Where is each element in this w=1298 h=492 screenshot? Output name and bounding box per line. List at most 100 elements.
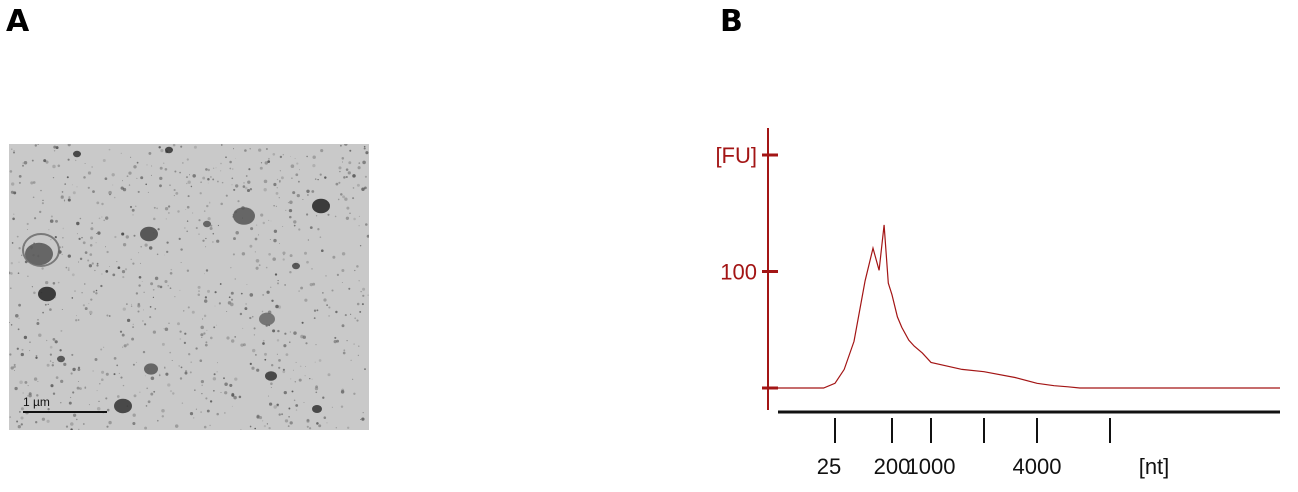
micrograph-speckle — [20, 352, 24, 357]
micrograph-speckle — [76, 221, 80, 226]
micrograph-speckle — [156, 207, 158, 210]
micrograph-speckle — [184, 332, 187, 335]
micrograph-speckle — [81, 236, 83, 239]
micrograph-speckle — [216, 324, 218, 326]
micrograph-speckle — [340, 390, 345, 394]
micrograph-speckle — [91, 166, 93, 168]
micrograph-speckle — [96, 407, 101, 411]
micrograph-speckle — [315, 391, 318, 394]
micrograph-speckle — [20, 416, 24, 420]
micrograph-speckle — [153, 390, 156, 393]
micrograph-speckle — [100, 348, 103, 351]
micrograph-speckle — [309, 226, 313, 229]
micrograph-speckle — [234, 336, 237, 338]
micrograph-speckle — [63, 362, 67, 366]
micrograph-speckle — [244, 307, 248, 311]
micrograph-speckle — [98, 217, 101, 220]
micrograph-speckle — [290, 164, 295, 168]
micrograph-speckle — [341, 157, 345, 160]
micrograph-speckle — [149, 316, 152, 319]
micrograph-speckle — [101, 202, 104, 206]
micrograph-speckle — [249, 316, 252, 320]
micrograph-speckle — [97, 231, 101, 235]
micrograph-speckle — [295, 173, 299, 177]
micrograph-speckle — [239, 312, 243, 316]
micrograph-speckle — [201, 392, 203, 395]
micrograph-speckle — [42, 311, 44, 314]
micrograph-speckle — [39, 210, 42, 214]
micrograph-particle — [25, 242, 53, 266]
scale-bar-label: 1 µm — [23, 395, 50, 409]
micrograph-speckle — [79, 257, 83, 261]
micrograph-speckle — [233, 237, 236, 241]
micrograph-speckle — [226, 336, 230, 340]
micrograph-speckle — [258, 264, 261, 266]
micrograph-speckle — [186, 182, 188, 185]
micrograph-speckle — [359, 310, 362, 313]
micrograph-speckle — [283, 254, 285, 256]
micrograph-speckle — [88, 264, 93, 268]
micrograph-speckle — [122, 276, 125, 279]
micrograph-speckle — [179, 289, 181, 291]
micrograph-speckle — [67, 254, 71, 258]
micrograph-speckle — [256, 368, 260, 372]
micrograph-speckle — [320, 249, 324, 253]
micrograph-speckle — [94, 358, 98, 361]
micrograph-speckle — [164, 366, 166, 368]
micrograph-speckle — [174, 170, 177, 173]
micrograph-speckle — [215, 167, 217, 169]
micrograph-speckle — [346, 339, 348, 342]
micrograph-speckle — [13, 365, 16, 368]
micrograph-speckle — [362, 160, 366, 165]
micrograph-speckle — [244, 186, 248, 190]
micrograph-speckle — [362, 411, 364, 414]
micrograph-speckle — [171, 360, 173, 361]
micrograph-speckle — [207, 217, 211, 221]
micrograph-speckle — [207, 289, 210, 293]
micrograph-speckle — [164, 279, 168, 284]
micrograph-speckle — [262, 339, 265, 342]
micrograph-speckle — [10, 262, 13, 265]
micrograph-speckle — [114, 235, 117, 239]
micrograph-speckle — [29, 350, 31, 352]
micrograph-speckle — [126, 343, 129, 346]
micrograph-speckle — [265, 148, 268, 150]
micrograph-speckle — [54, 340, 58, 344]
micrograph-speckle — [301, 321, 304, 324]
micrograph-speckle — [77, 381, 79, 383]
micrograph-speckle — [356, 302, 360, 306]
micrograph-speckle — [160, 149, 164, 153]
micrograph-speckle — [235, 184, 239, 188]
micrograph-speckle — [98, 400, 100, 403]
micrograph-speckle — [303, 402, 305, 403]
micrograph-speckle — [295, 361, 297, 363]
micrograph-speckle — [144, 323, 147, 326]
micrograph-speckle — [234, 377, 238, 381]
micrograph-speckle — [142, 350, 146, 354]
micrograph-speckle — [361, 303, 364, 306]
micrograph-speckle — [132, 262, 135, 265]
micrograph-speckle — [14, 369, 15, 371]
micrograph-speckle — [122, 384, 125, 387]
micrograph-speckle — [270, 220, 272, 222]
micrograph-particles — [22, 146, 330, 414]
micrograph-speckle — [67, 198, 71, 202]
micrograph-speckle — [13, 363, 16, 366]
micrograph-speckle — [169, 271, 173, 275]
micrograph-speckle — [88, 303, 90, 305]
micrograph-speckle — [158, 374, 161, 377]
micrograph-speckle — [106, 250, 109, 254]
micrograph-speckle — [11, 182, 15, 186]
micrograph-speckle — [109, 193, 111, 196]
micrograph-speckle — [108, 420, 112, 425]
micrograph-speckle — [306, 425, 309, 428]
micrograph-speckle — [188, 174, 191, 176]
micrograph-speckle — [183, 310, 185, 312]
micrograph-speckle — [288, 208, 293, 213]
micrograph-speckle — [320, 149, 324, 153]
micrograph-speckle — [92, 290, 96, 293]
y-axis-ticks: [FU] 100 — [715, 143, 778, 390]
micrograph-speckle — [267, 157, 270, 160]
micrograph-speckle — [341, 324, 345, 328]
micrograph-speckle — [195, 226, 198, 230]
